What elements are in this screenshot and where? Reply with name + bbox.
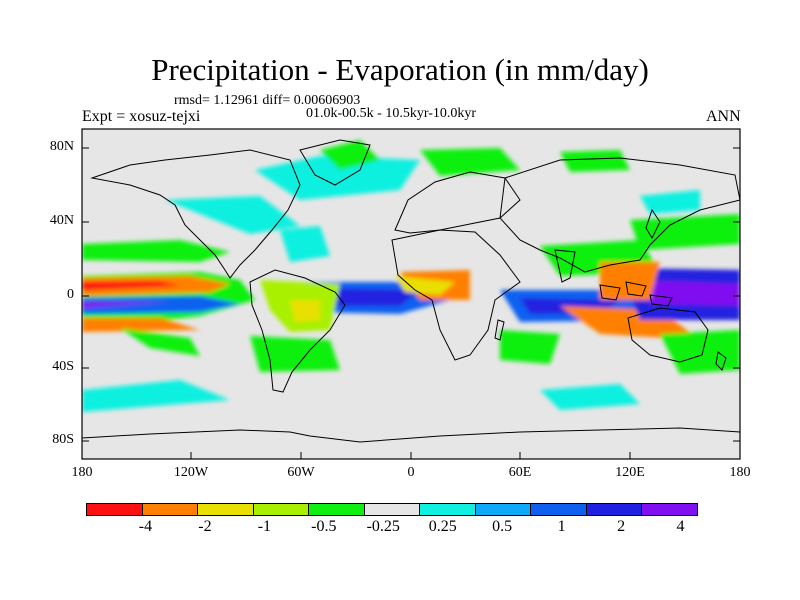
- tick-marks: [82, 147, 740, 459]
- lat-label-80s: 80S: [52, 432, 74, 447]
- colorbar-swatch: [531, 504, 587, 515]
- colorbar-label: 4: [676, 518, 685, 535]
- lat-label-40s: 40S: [52, 359, 74, 374]
- colorbar-label: 2: [617, 518, 626, 535]
- colorbar-swatch: [420, 504, 476, 515]
- colorbar-swatch: [309, 504, 365, 515]
- colorbar-swatch: [642, 504, 697, 515]
- colorbar-label: -1: [257, 518, 272, 535]
- colorbar-label: -0.5: [311, 518, 337, 535]
- colorbar-label: 0.25: [428, 518, 457, 535]
- colorbar-label: -2: [198, 518, 212, 535]
- lat-label-80n: 80N: [49, 139, 74, 154]
- experiment-label: Expt = xosuz-tejxi: [82, 108, 201, 125]
- field-shading: [82, 140, 740, 412]
- coastlines: [82, 139, 740, 443]
- lon-label-60e: 60E: [508, 465, 532, 480]
- stats-text: rmsd= 1.12961 diff= 0.00606903: [174, 93, 361, 108]
- colorbar-swatch: [198, 504, 254, 515]
- lon-label-60w: 60W: [287, 465, 315, 480]
- lon-label-0: 0: [407, 465, 415, 480]
- period-text: 01.0k-00.5k - 10.5kyr-10.0kyr: [306, 106, 477, 121]
- lon-label-120e: 120E: [615, 465, 645, 480]
- colorbar-label: 0.5: [492, 518, 513, 535]
- lat-label-40n: 40N: [49, 213, 74, 228]
- colorbar: [86, 503, 698, 516]
- colorbar-label: 1: [557, 518, 566, 535]
- colorbar-swatch: [586, 504, 642, 515]
- lon-label-120w: 120W: [173, 465, 209, 480]
- season-label: ANN: [706, 108, 741, 125]
- colorbar-swatch: [364, 504, 420, 515]
- colorbar-swatch: [142, 504, 198, 515]
- colorbar-label: -4: [138, 518, 153, 535]
- lat-label-0: 0: [67, 287, 74, 302]
- colorbar-swatch: [87, 504, 143, 515]
- lon-label-180e: 180: [729, 465, 751, 480]
- colorbar-swatch: [475, 504, 531, 515]
- colorbar-swatch: [253, 504, 309, 515]
- map-title: Precipitation - Evaporation (in mm/day): [151, 52, 649, 87]
- colorbar-label: -0.25: [366, 518, 400, 535]
- lon-label-180w: 180: [71, 465, 93, 480]
